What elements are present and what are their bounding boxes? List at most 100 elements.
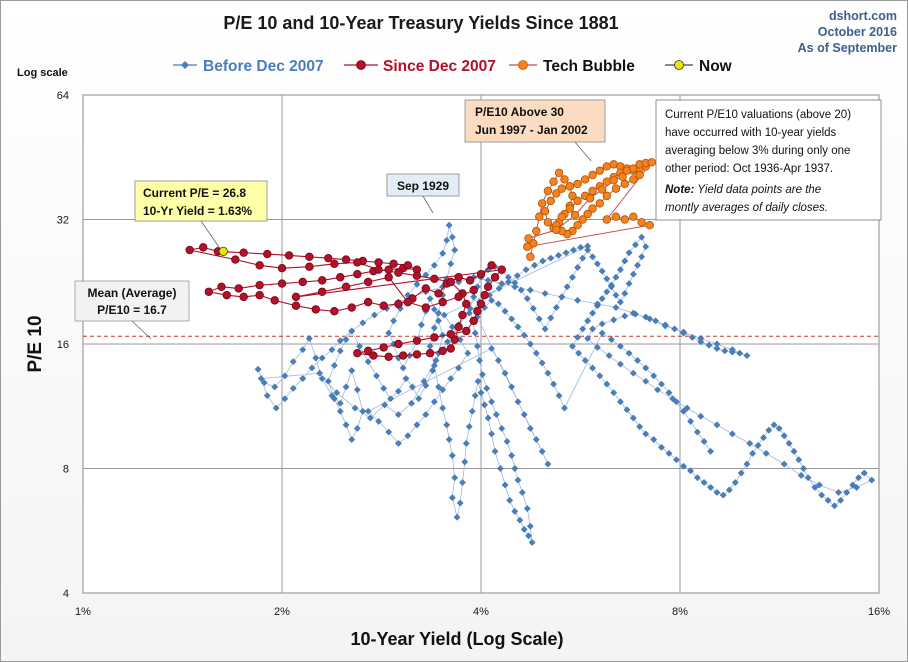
data-point xyxy=(439,249,447,257)
data-point xyxy=(447,260,455,268)
log-scale-label: Log scale xyxy=(17,67,68,79)
data-point xyxy=(412,271,422,280)
data-point xyxy=(575,349,583,357)
data-point xyxy=(538,447,546,455)
data-point xyxy=(342,421,350,429)
data-point xyxy=(665,449,673,457)
data-point xyxy=(697,412,705,420)
data-point xyxy=(390,317,398,325)
data-point xyxy=(508,452,516,459)
y-tick-label: 4 xyxy=(63,588,69,600)
data-point xyxy=(550,380,558,388)
data-point xyxy=(728,430,736,438)
data-point xyxy=(565,182,575,191)
data-point xyxy=(439,404,447,412)
data-point xyxy=(305,334,313,342)
data-point xyxy=(672,398,680,406)
data-point xyxy=(642,430,650,438)
note-line-1: Current P/E10 valuations (above 20) xyxy=(665,109,851,121)
data-point xyxy=(490,273,500,282)
data-point xyxy=(610,389,618,397)
data-point xyxy=(255,290,264,300)
data-point xyxy=(540,207,550,216)
data-point xyxy=(538,359,546,367)
data-point xyxy=(389,259,398,269)
sep-1929-label: Sep 1929 xyxy=(397,179,449,193)
data-point xyxy=(430,261,438,269)
data-point xyxy=(430,274,439,284)
data-point xyxy=(544,460,552,468)
data-point xyxy=(543,218,553,227)
data-point xyxy=(579,254,587,262)
data-point xyxy=(461,458,469,466)
data-point xyxy=(447,375,455,383)
data-point xyxy=(443,421,451,429)
data-point xyxy=(546,196,555,206)
data-point xyxy=(525,532,533,540)
data-point xyxy=(700,479,708,486)
data-point xyxy=(336,337,344,345)
note-box: Current P/E10 valuations (above 20) have… xyxy=(655,99,882,221)
data-point xyxy=(373,372,381,380)
data-point xyxy=(868,476,876,484)
legend-item-now[interactable]: Now xyxy=(665,58,733,75)
data-point xyxy=(612,291,620,299)
data-point xyxy=(514,476,522,484)
legend-item-since[interactable]: Since Dec 2007 xyxy=(344,58,496,75)
data-point xyxy=(438,346,447,356)
data-point xyxy=(415,395,423,403)
data-point xyxy=(625,249,633,257)
data-point xyxy=(341,255,351,264)
legend-marker-since xyxy=(356,60,366,70)
data-point xyxy=(488,398,496,406)
legend-item-tech[interactable]: Tech Bubble xyxy=(509,58,635,75)
data-point xyxy=(719,491,727,499)
data-point xyxy=(270,296,279,305)
data-point xyxy=(760,434,767,442)
current-pe-line: Current P/E = 26.8 xyxy=(143,186,246,200)
data-point xyxy=(611,184,621,193)
data-point xyxy=(811,483,819,491)
data-point xyxy=(616,266,624,274)
data-point xyxy=(593,343,601,351)
data-point xyxy=(384,273,393,282)
data-point xyxy=(402,375,410,383)
tick-labels: 1% 2% 4% 8% 16% 4 8 16 32 64 xyxy=(57,90,890,618)
data-point xyxy=(526,252,535,261)
data-point xyxy=(853,483,861,491)
data-point xyxy=(602,162,612,171)
data-point xyxy=(642,313,650,321)
data-point xyxy=(541,289,549,297)
data-point xyxy=(629,309,637,317)
data-point xyxy=(318,354,326,362)
data-point xyxy=(511,507,519,515)
x-tick-label: 4% xyxy=(473,606,489,618)
data-point xyxy=(434,289,443,298)
data-point xyxy=(398,351,408,360)
data-point xyxy=(721,347,729,355)
data-point xyxy=(581,356,589,364)
data-point xyxy=(588,204,597,213)
data-point xyxy=(239,292,248,302)
data-point xyxy=(573,196,582,206)
data-point xyxy=(289,384,297,392)
data-point xyxy=(565,204,575,213)
data-point xyxy=(465,276,475,285)
data-point xyxy=(257,375,265,383)
data-point xyxy=(271,383,279,391)
data-point xyxy=(444,338,452,346)
data-point xyxy=(713,345,721,353)
data-point xyxy=(455,364,463,372)
data-point xyxy=(348,367,356,375)
data-point xyxy=(574,296,582,304)
chart-title: P/E 10 and 10-Year Treasury Yields Since… xyxy=(223,13,618,33)
data-point xyxy=(462,439,470,447)
data-point xyxy=(511,465,519,472)
legend-item-before[interactable]: Before Dec 2007 xyxy=(173,58,324,75)
data-point xyxy=(526,340,534,348)
data-point xyxy=(471,392,479,400)
data-point xyxy=(492,411,500,419)
data-point xyxy=(557,184,566,193)
bubble-callout-line-2: Jun 1997 - Jan 2002 xyxy=(475,123,588,137)
data-point xyxy=(731,479,739,486)
